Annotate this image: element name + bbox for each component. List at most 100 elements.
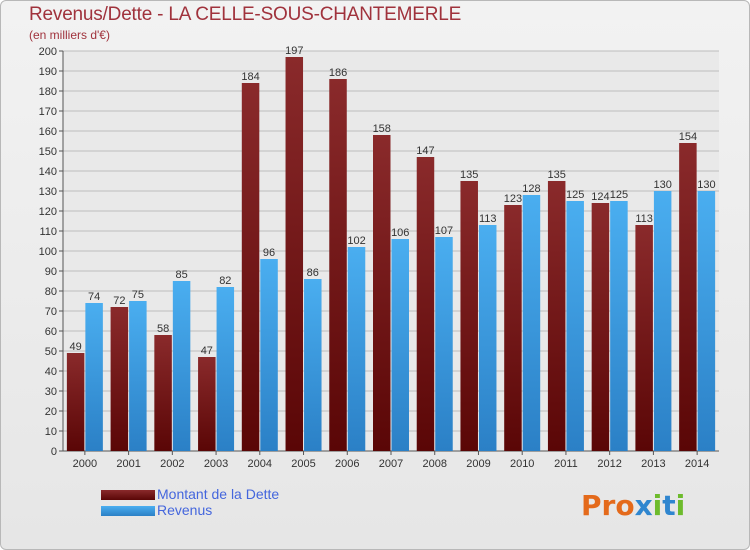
x-tick-label: 2008 <box>422 458 446 470</box>
logo-letter: t <box>662 489 676 522</box>
data-label-revenus: 82 <box>219 275 231 287</box>
x-tick-label: 2014 <box>685 458 709 470</box>
x-tick-label: 2005 <box>291 458 315 470</box>
bar-dette <box>591 203 610 451</box>
bar-dette <box>241 83 260 451</box>
data-label-dette: 49 <box>69 341 81 353</box>
x-tick-label: 2009 <box>466 458 490 470</box>
y-tick-label: 20 <box>45 406 57 418</box>
data-label-revenus: 113 <box>479 213 497 225</box>
data-label-dette: 135 <box>548 169 566 181</box>
bar-dette <box>110 307 129 451</box>
data-label-dette: 113 <box>635 213 653 225</box>
bar-revenus <box>653 191 672 451</box>
y-tick-label: 160 <box>39 126 57 138</box>
bar-revenus <box>522 195 541 451</box>
y-tick-label: 50 <box>45 346 57 358</box>
legend-swatch-dette <box>101 490 155 500</box>
y-tick-label: 140 <box>39 166 57 178</box>
axes: 0 10 20 30 40 50 60 70 80 90 100 110 120 130 140 150 160… <box>39 46 719 470</box>
data-label-revenus: 102 <box>347 235 365 247</box>
bar-revenus <box>391 239 409 451</box>
chart-title: Revenus/Dette - LA CELLE-SOUS-CHANTEMERL… <box>29 4 462 25</box>
bar-dette <box>504 205 522 451</box>
data-label-revenus: 125 <box>566 189 584 201</box>
bar-dette <box>66 353 85 451</box>
data-label-revenus: 75 <box>132 289 144 301</box>
bar-revenus <box>172 281 191 451</box>
bar-dette <box>329 79 347 451</box>
data-label-dette: 58 <box>157 323 169 335</box>
bar-dette <box>547 181 566 451</box>
y-tick-label: 90 <box>45 266 57 278</box>
y-tick-label: 200 <box>39 46 57 58</box>
y-tick-label: 100 <box>39 246 57 258</box>
chart-subtitle: (en milliers d'€) <box>29 28 110 42</box>
bar-dette <box>154 335 172 451</box>
bar-dette <box>635 225 653 451</box>
x-tick-label: 2011 <box>554 458 578 470</box>
bar-dette <box>416 157 435 451</box>
bar-dette <box>198 357 216 451</box>
x-tick-label: 2013 <box>641 458 665 470</box>
bar-dette <box>679 143 697 451</box>
data-label-revenus: 128 <box>522 183 540 195</box>
data-label-revenus: 74 <box>88 291 100 303</box>
y-tick-label: 30 <box>45 386 57 398</box>
data-label-dette: 123 <box>504 193 522 205</box>
data-label-dette: 47 <box>201 345 213 357</box>
logo-letter: i <box>675 489 686 522</box>
y-tick-label: 150 <box>39 146 57 158</box>
y-tick-label: 40 <box>45 366 57 378</box>
bar-revenus <box>347 247 366 451</box>
y-tick-label: 80 <box>45 286 57 298</box>
bar-revenus <box>610 201 628 451</box>
bar-revenus <box>129 301 147 451</box>
bar-dette <box>285 57 304 451</box>
x-tick-label: 2004 <box>248 458 272 470</box>
bar-revenus <box>304 279 322 451</box>
y-tick-label: 190 <box>39 66 57 78</box>
data-label-dette: 158 <box>373 123 391 135</box>
data-labels: 49 74 72 75 58 85 47 82 184 96 197 86 186 102 158 106 14… <box>69 45 715 357</box>
legend-swatch-revenus <box>101 506 155 516</box>
data-label-dette: 124 <box>591 191 609 203</box>
x-tick-label: 2000 <box>73 458 97 470</box>
bar-revenus <box>85 303 103 451</box>
data-label-revenus: 106 <box>391 227 409 239</box>
legend-label-dette: Montant de la Dette <box>157 486 280 502</box>
data-label-dette: 147 <box>416 145 434 157</box>
bar-revenus <box>478 225 497 451</box>
logo-letter: o <box>615 489 635 522</box>
bars <box>66 57 716 451</box>
legend-label-revenus: Revenus <box>157 502 213 518</box>
data-label-revenus: 130 <box>653 179 671 191</box>
bar-revenus <box>697 191 716 451</box>
y-tick-label: 70 <box>45 306 57 318</box>
y-tick-label: 110 <box>39 226 57 238</box>
bar-revenus <box>566 201 584 451</box>
data-label-dette: 197 <box>285 45 303 57</box>
bar-revenus <box>216 287 235 451</box>
data-label-dette: 72 <box>113 295 125 307</box>
data-label-dette: 186 <box>329 67 347 79</box>
y-tick-label: 130 <box>39 186 57 198</box>
bar-revenus <box>260 259 278 451</box>
grid-lines <box>63 50 719 452</box>
y-tick-label: 180 <box>39 86 57 98</box>
logo-letter: P <box>581 489 602 522</box>
logo-letter: r <box>601 489 616 522</box>
x-tick-label: 2007 <box>379 458 403 470</box>
bar-revenus <box>435 237 453 451</box>
proxiti-logo: Proxiti <box>581 489 685 522</box>
logo-letter: i <box>652 489 663 522</box>
data-label-revenus: 86 <box>307 267 319 279</box>
y-tick-label: 120 <box>39 206 57 218</box>
data-label-dette: 154 <box>679 131 697 143</box>
y-tick-label: 60 <box>45 326 57 338</box>
data-label-revenus: 96 <box>263 247 275 259</box>
y-tick-label: 10 <box>45 426 57 438</box>
data-label-dette: 135 <box>460 169 478 181</box>
